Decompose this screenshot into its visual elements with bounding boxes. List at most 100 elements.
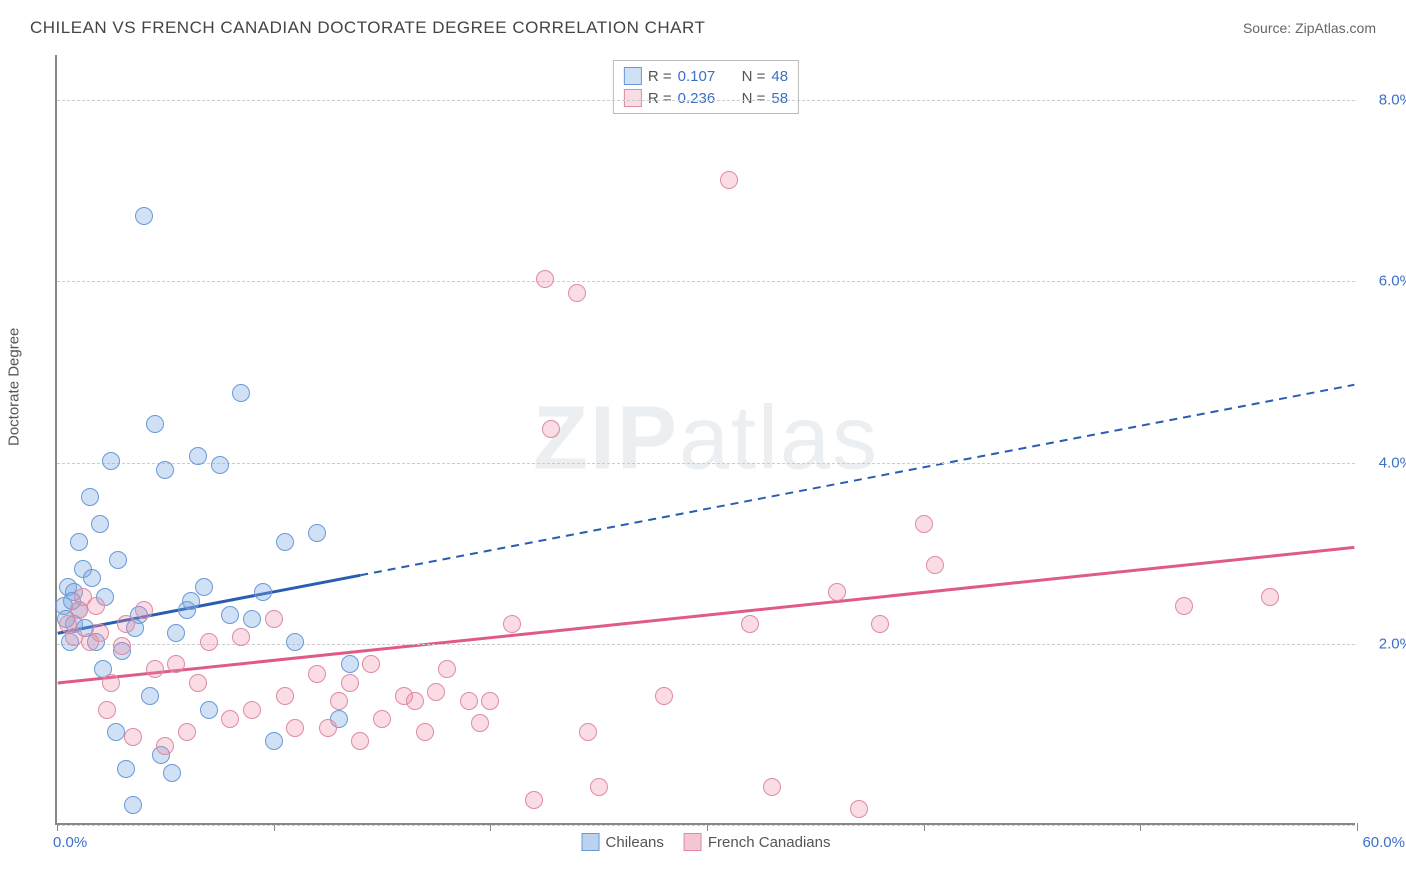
data-point <box>341 655 359 673</box>
data-point <box>243 610 261 628</box>
data-point <box>926 556 944 574</box>
chart-title: CHILEAN VS FRENCH CANADIAN DOCTORATE DEG… <box>30 18 705 38</box>
x-tick <box>274 823 275 831</box>
data-point <box>741 615 759 633</box>
data-point <box>221 606 239 624</box>
data-point <box>124 728 142 746</box>
n-label: N = <box>742 68 766 85</box>
legend-row: R = 0.107 N = 48 <box>624 65 788 87</box>
gridline <box>57 644 1355 645</box>
data-point <box>221 710 239 728</box>
data-point <box>319 719 337 737</box>
data-point <box>146 660 164 678</box>
n-value: 58 <box>771 90 788 107</box>
x-tick <box>1357 823 1358 831</box>
r-label: R = <box>648 68 672 85</box>
legend-item: Chileans <box>582 833 664 851</box>
data-point <box>542 420 560 438</box>
data-point <box>471 714 489 732</box>
data-point <box>135 207 153 225</box>
x-tick <box>707 823 708 831</box>
data-point <box>254 583 272 601</box>
data-point <box>83 569 101 587</box>
y-tick-label: 6.0% <box>1379 273 1406 290</box>
data-point <box>481 692 499 710</box>
data-point <box>406 692 424 710</box>
data-point <box>65 628 83 646</box>
watermark: ZIPatlas <box>533 388 879 491</box>
data-point <box>211 456 229 474</box>
data-point <box>109 551 127 569</box>
data-point <box>308 524 326 542</box>
legend-label: Chileans <box>606 834 664 851</box>
data-point <box>178 723 196 741</box>
gridline <box>57 281 1355 282</box>
data-point <box>308 665 326 683</box>
correlation-legend: R =0.107N =48R =0.236N =58 <box>613 60 799 114</box>
data-point <box>568 284 586 302</box>
chart-area: ZIPatlas R =0.107N =48R =0.236N =58 Chil… <box>55 55 1355 825</box>
legend-swatch <box>582 833 600 851</box>
data-point <box>232 628 250 646</box>
gridline <box>57 825 1355 826</box>
y-tick-label: 2.0% <box>1379 635 1406 652</box>
r-value: 0.107 <box>678 68 728 85</box>
gridline <box>57 100 1355 101</box>
data-point <box>286 719 304 737</box>
data-point <box>135 601 153 619</box>
data-point <box>525 791 543 809</box>
x-axis-start-label: 0.0% <box>53 834 87 851</box>
data-point <box>362 655 380 673</box>
data-point <box>91 624 109 642</box>
legend-row: R =0.236N =58 <box>624 87 788 109</box>
data-point <box>156 461 174 479</box>
legend-swatch <box>624 67 642 85</box>
data-point <box>265 610 283 628</box>
y-tick-label: 4.0% <box>1379 454 1406 471</box>
x-tick <box>1140 823 1141 831</box>
data-point <box>98 701 116 719</box>
data-point <box>828 583 846 601</box>
r-label: R = <box>648 90 672 107</box>
x-tick <box>924 823 925 831</box>
data-point <box>276 533 294 551</box>
x-tick <box>490 823 491 831</box>
data-point <box>373 710 391 728</box>
chart-source: Source: ZipAtlas.com <box>1243 20 1376 36</box>
data-point <box>850 800 868 818</box>
data-point <box>146 415 164 433</box>
data-point <box>91 515 109 533</box>
data-point <box>503 615 521 633</box>
data-point <box>200 701 218 719</box>
r-value: 0.236 <box>678 90 728 107</box>
data-point <box>1175 597 1193 615</box>
data-point <box>87 597 105 615</box>
data-point <box>163 764 181 782</box>
data-point <box>102 674 120 692</box>
data-point <box>330 692 348 710</box>
y-tick-label: 8.0% <box>1379 92 1406 109</box>
data-point <box>416 723 434 741</box>
data-point <box>232 384 250 402</box>
data-point <box>276 687 294 705</box>
y-axis-label: Doctorate Degree <box>6 328 23 446</box>
data-point <box>167 624 185 642</box>
data-point <box>871 615 889 633</box>
legend-item: French Canadians <box>684 833 831 851</box>
data-point <box>590 778 608 796</box>
legend-label: French Canadians <box>708 834 831 851</box>
data-point <box>286 633 304 651</box>
data-point <box>189 674 207 692</box>
data-point <box>70 533 88 551</box>
legend-swatch <box>684 833 702 851</box>
gridline <box>57 463 1355 464</box>
data-point <box>341 674 359 692</box>
series-legend: Chileans French Canadians <box>582 833 831 851</box>
n-value: 48 <box>771 68 788 85</box>
data-point <box>763 778 781 796</box>
data-point <box>124 796 142 814</box>
data-point <box>720 171 738 189</box>
data-point <box>1261 588 1279 606</box>
data-point <box>243 701 261 719</box>
data-point <box>141 687 159 705</box>
